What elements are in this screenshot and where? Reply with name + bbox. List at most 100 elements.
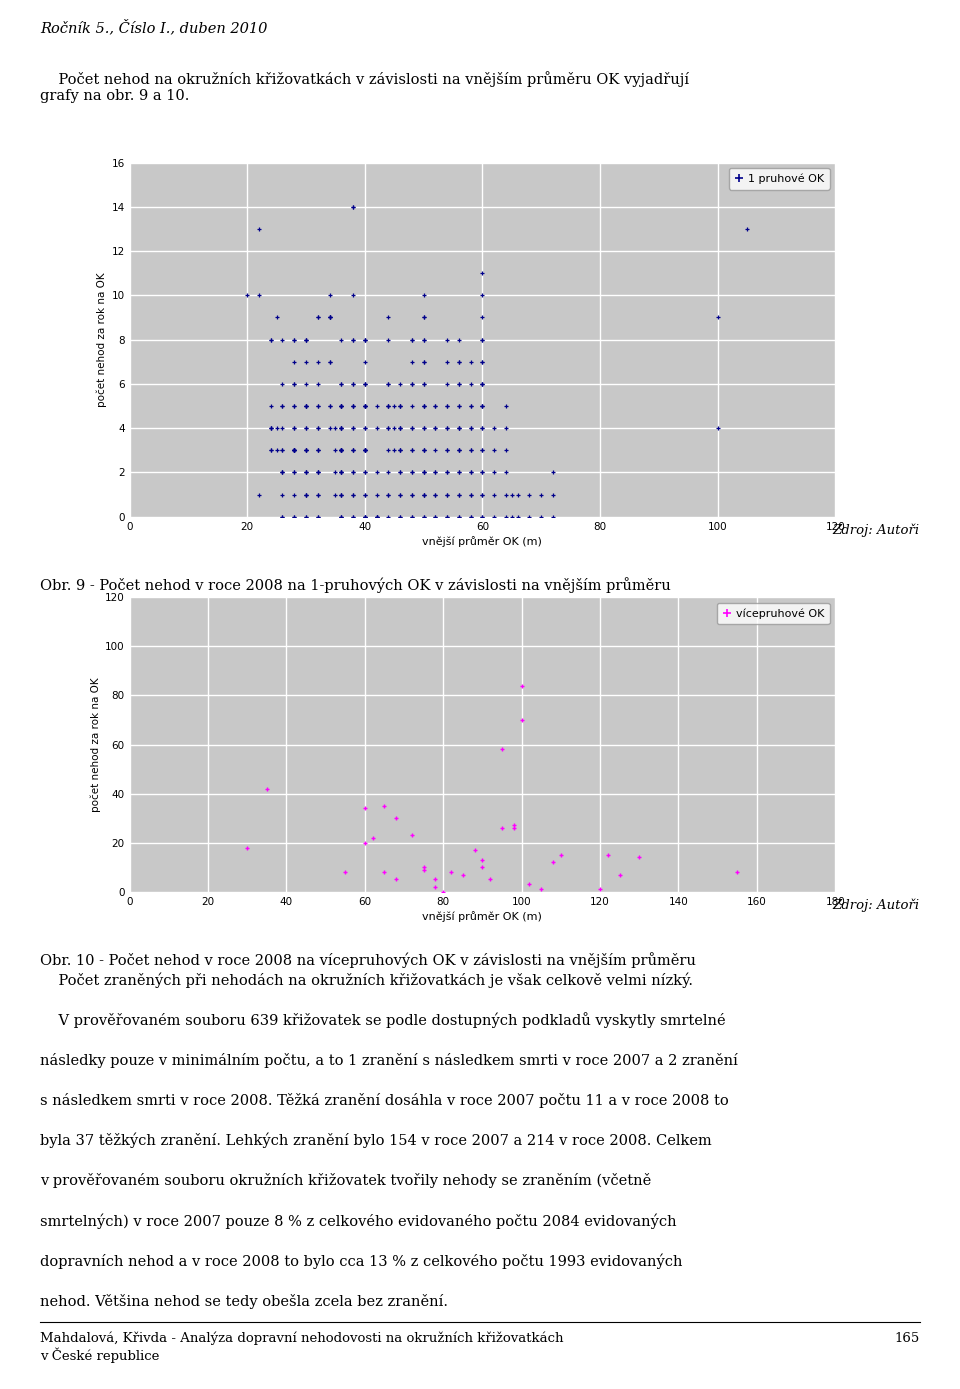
Point	[286, 461, 301, 483]
Text: s následkem smrti v roce 2008. Těžká zranění dosáhla v roce 2007 počtu 11 a v ro: s následkem smrti v roce 2008. Těžká zra…	[40, 1093, 729, 1108]
Point	[263, 439, 278, 461]
Point	[522, 874, 538, 896]
Point	[252, 285, 267, 307]
Point	[299, 417, 314, 439]
Point	[393, 461, 408, 483]
Point	[334, 506, 349, 528]
Point	[710, 417, 726, 439]
Point	[440, 439, 455, 461]
Point	[334, 439, 349, 461]
Point	[404, 350, 420, 372]
Text: Obr. 9 - Počet nehod v roce 2008 na 1-pruhových OK v závislosti na vnějším průmě: Obr. 9 - Počet nehod v roce 2008 na 1-pr…	[40, 578, 671, 593]
Point	[299, 483, 314, 506]
Point	[334, 506, 349, 528]
Point	[310, 307, 325, 329]
Point	[404, 461, 420, 483]
Point	[475, 856, 491, 878]
Point	[404, 506, 420, 528]
Point	[416, 856, 431, 878]
Point	[310, 417, 325, 439]
Point	[263, 439, 278, 461]
Point	[440, 394, 455, 417]
Point	[506, 817, 521, 839]
Point	[334, 506, 349, 528]
Point	[475, 350, 491, 372]
Point	[404, 372, 420, 394]
Point	[286, 461, 301, 483]
Point	[389, 807, 404, 829]
Point	[380, 461, 396, 483]
Point	[286, 417, 301, 439]
Point	[357, 329, 372, 351]
Point	[286, 506, 301, 528]
Point	[380, 417, 396, 439]
Point	[299, 329, 314, 351]
Point	[310, 307, 325, 329]
Point	[416, 329, 431, 351]
Point	[510, 506, 525, 528]
Text: Obr. 10 - Počet nehod v roce 2008 na vícepruhových OK v závislosti na vnějším pr: Obr. 10 - Počet nehod v roce 2008 na víc…	[40, 953, 696, 968]
Point	[389, 868, 404, 890]
Point	[357, 394, 372, 417]
Point	[369, 506, 384, 528]
Text: v prověřovaném souboru okružních křižovatek tvořily nehody se zraněním (včetně: v prověřovaném souboru okružních křižova…	[40, 1174, 652, 1188]
Point	[428, 417, 444, 439]
Point	[365, 826, 380, 849]
Text: Mahdalová, Křivda - Analýza dopravní nehodovosti na okružních křižovatkách
v Čes: Mahdalová, Křivda - Analýza dopravní neh…	[40, 1332, 564, 1363]
Point	[275, 372, 290, 394]
Point	[463, 394, 478, 417]
Point	[463, 439, 478, 461]
Point	[393, 483, 408, 506]
Point	[440, 329, 455, 351]
Point	[357, 350, 372, 372]
Point	[451, 417, 467, 439]
Point	[380, 394, 396, 417]
Point	[286, 439, 301, 461]
Point	[475, 439, 491, 461]
Point	[322, 350, 337, 372]
Point	[357, 394, 372, 417]
Point	[346, 394, 361, 417]
Point	[286, 394, 301, 417]
Point	[357, 461, 372, 483]
Legend: 1 pruhové OK: 1 pruhové OK	[729, 168, 829, 190]
Point	[263, 329, 278, 351]
Point	[380, 483, 396, 506]
Point	[451, 417, 467, 439]
Point	[463, 461, 478, 483]
Point	[275, 461, 290, 483]
Point	[334, 461, 349, 483]
Point	[269, 307, 284, 329]
Point	[286, 417, 301, 439]
Point	[299, 506, 314, 528]
Point	[463, 417, 478, 439]
Point	[322, 350, 337, 372]
Point	[357, 417, 372, 439]
Text: Zdroj: Autoři: Zdroj: Autoři	[832, 899, 920, 911]
Point	[428, 506, 444, 528]
Point	[416, 483, 431, 506]
Point	[369, 394, 384, 417]
Point	[463, 417, 478, 439]
Point	[404, 506, 420, 528]
Point	[334, 394, 349, 417]
Point	[376, 861, 392, 883]
Point	[393, 439, 408, 461]
Point	[380, 372, 396, 394]
Point	[416, 350, 431, 372]
Text: Zdroj: Autoři: Zdroj: Autoři	[832, 524, 920, 536]
Point	[440, 506, 455, 528]
Point	[369, 506, 384, 528]
Point	[310, 506, 325, 528]
Point	[299, 483, 314, 506]
Point	[346, 329, 361, 351]
Point	[387, 439, 402, 461]
Point	[346, 394, 361, 417]
Point	[475, 483, 491, 506]
Point	[380, 372, 396, 394]
Point	[416, 439, 431, 461]
Point	[357, 506, 372, 528]
Text: Počet nehod na okružních křižovatkách v závislosti na vnějším průměru OK vyjadřu: Počet nehod na okružních křižovatkách v …	[40, 71, 689, 103]
Point	[475, 506, 491, 528]
Point	[263, 329, 278, 351]
